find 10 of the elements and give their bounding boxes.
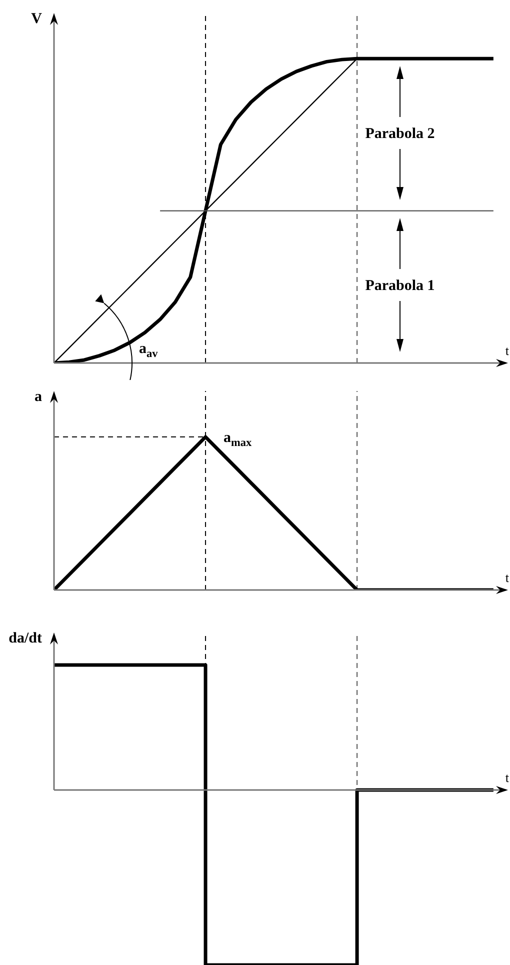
ref-line-label: a$_{max}$ [224, 430, 252, 449]
y-axis-title: V [31, 11, 42, 27]
annotation: a$_{av}$ [139, 341, 158, 360]
annotation: Parabola 2 [365, 126, 435, 142]
x-axis-title: t [505, 770, 510, 785]
x-axis-title: t [505, 343, 510, 358]
y-axis-title: da/dt [8, 630, 42, 646]
y-axis-title: a [34, 389, 42, 405]
x-axis-title: t [505, 570, 510, 585]
annotation: Parabola 1 [365, 278, 435, 294]
